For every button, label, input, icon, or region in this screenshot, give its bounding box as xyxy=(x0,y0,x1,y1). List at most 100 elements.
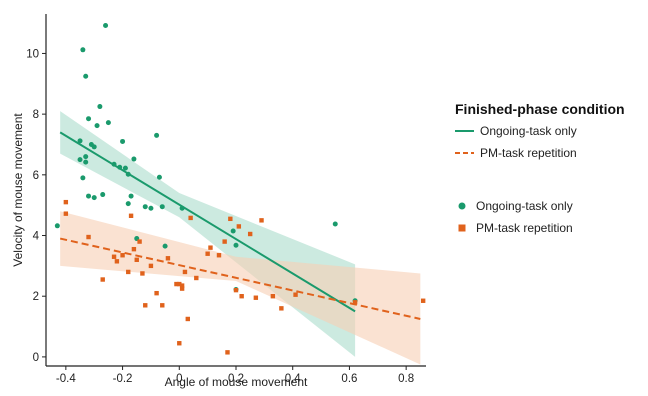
legend: Finished-phase condition Ongoing-task on… xyxy=(455,101,625,235)
legend-line-pm-label: PM-task repetition xyxy=(480,146,577,160)
point-pm-14 xyxy=(148,263,154,269)
point-pm-11 xyxy=(137,239,142,244)
point-ongoing-15 xyxy=(100,192,106,198)
legend-marker-ongoing-circle-icon xyxy=(458,202,466,210)
point-ongoing-2 xyxy=(77,157,83,163)
point-pm-0 xyxy=(63,199,69,205)
point-ongoing-1 xyxy=(77,138,83,144)
point-pm-21 xyxy=(179,283,185,288)
data-points xyxy=(54,23,426,355)
point-pm-37 xyxy=(253,295,259,300)
fit-line-pm xyxy=(59,237,421,320)
point-ongoing-25 xyxy=(131,156,137,162)
legend-line-ongoing-label: Ongoing-task only xyxy=(480,124,577,138)
point-ongoing-22 xyxy=(125,171,131,177)
point-pm-20 xyxy=(177,281,182,287)
x-tick-label: -0.2 xyxy=(113,373,133,385)
point-pm-18 xyxy=(174,281,179,287)
point-pm-41 xyxy=(293,292,298,297)
confidence-bands xyxy=(60,111,421,365)
point-ongoing-18 xyxy=(111,161,117,167)
point-ongoing-3 xyxy=(80,175,86,181)
point-ongoing-14 xyxy=(97,104,103,110)
point-pm-40 xyxy=(279,306,284,311)
point-pm-5 xyxy=(114,259,120,264)
point-ongoing-19 xyxy=(117,164,123,170)
point-ongoing-23 xyxy=(125,201,131,207)
x-tick-label: 0.6 xyxy=(341,373,357,385)
point-ongoing-30 xyxy=(156,174,162,180)
y-ticks: 0 2 4 6 8 10 xyxy=(26,48,46,364)
point-pm-13 xyxy=(143,303,148,308)
point-pm-26 xyxy=(194,275,199,281)
regression-lines xyxy=(59,131,421,320)
point-pm-17 xyxy=(165,256,171,261)
point-pm-8 xyxy=(128,213,134,218)
y-tick-label: 6 xyxy=(33,170,39,182)
point-pm-36 xyxy=(247,231,253,237)
point-pm-12 xyxy=(140,271,145,276)
point-ongoing-35 xyxy=(233,242,239,248)
point-pm-19 xyxy=(177,341,182,346)
point-ongoing-34 xyxy=(230,228,236,234)
point-pm-32 xyxy=(228,216,233,222)
point-pm-25 xyxy=(188,215,193,221)
point-pm-38 xyxy=(259,218,264,223)
x-axis-label: Angle of mouse movement xyxy=(165,375,308,389)
point-ongoing-29 xyxy=(154,132,160,138)
point-pm-30 xyxy=(222,239,227,244)
y-tick-label: 2 xyxy=(33,291,39,303)
point-pm-42 xyxy=(352,300,358,305)
x-ticks: -0.4 -0.2 0 0.2 0.4 0.6 0.8 xyxy=(56,366,414,385)
point-pm-10 xyxy=(134,257,139,262)
point-ongoing-7 xyxy=(83,154,89,160)
point-ongoing-5 xyxy=(83,73,89,79)
point-ongoing-20 xyxy=(120,138,126,144)
point-ongoing-11 xyxy=(91,144,97,150)
y-tick-label: 10 xyxy=(26,48,39,60)
point-ongoing-6 xyxy=(83,159,89,165)
point-ongoing-32 xyxy=(162,243,168,249)
y-tick-label: 8 xyxy=(33,109,39,121)
fit-line-ongoing xyxy=(59,131,356,313)
point-pm-23 xyxy=(182,269,188,275)
legend-marker-ongoing-label: Ongoing-task only xyxy=(476,199,573,213)
point-ongoing-16 xyxy=(103,23,109,29)
y-axis-label: Velocity of mouse movement xyxy=(11,113,25,267)
legend-title: Finished-phase condition xyxy=(455,101,625,117)
point-ongoing-31 xyxy=(159,204,165,210)
point-ongoing-33 xyxy=(179,205,185,211)
point-ongoing-24 xyxy=(128,193,134,199)
point-pm-31 xyxy=(225,350,230,355)
point-ongoing-17 xyxy=(105,120,111,126)
x-tick-label: 0.8 xyxy=(398,373,414,385)
point-ongoing-37 xyxy=(332,221,338,227)
point-pm-1 xyxy=(63,211,69,216)
point-pm-16 xyxy=(160,303,165,308)
point-pm-27 xyxy=(205,251,210,256)
point-pm-22 xyxy=(179,286,185,291)
point-pm-4 xyxy=(111,254,117,259)
x-tick-label: 0.2 xyxy=(228,373,244,385)
x-tick-label: 0 xyxy=(176,373,182,385)
y-tick-label: 0 xyxy=(33,352,39,364)
x-tick-label: -0.4 xyxy=(56,373,76,385)
point-pm-2 xyxy=(86,234,91,240)
point-ongoing-8 xyxy=(86,116,92,122)
legend-marker-pm-square-icon xyxy=(458,224,466,232)
point-pm-7 xyxy=(126,269,131,275)
point-ongoing-27 xyxy=(142,204,148,210)
y-tick-label: 4 xyxy=(33,231,40,243)
point-pm-9 xyxy=(131,246,137,252)
point-pm-6 xyxy=(120,253,125,258)
legend-marker-pm-label: PM-task repetition xyxy=(476,221,573,235)
x-tick-label: 0.4 xyxy=(285,373,302,385)
point-pm-35 xyxy=(239,294,244,299)
point-pm-34 xyxy=(236,224,242,229)
point-ongoing-13 xyxy=(94,123,100,129)
point-pm-29 xyxy=(216,253,222,258)
point-pm-24 xyxy=(185,316,190,322)
point-pm-39 xyxy=(270,294,276,299)
point-ongoing-9 xyxy=(86,193,92,199)
